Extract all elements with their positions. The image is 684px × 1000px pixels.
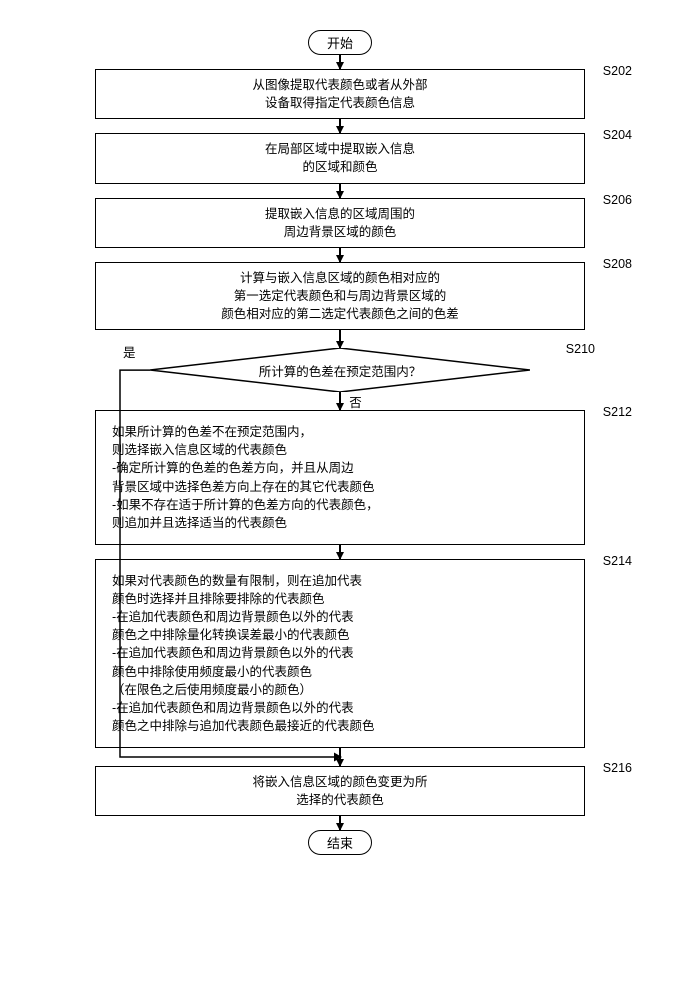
arrow [339, 748, 341, 766]
arrow [339, 545, 341, 559]
step-text-line: 如果所计算的色差不在预定范围内， [112, 423, 568, 441]
flowchart: 开始 S202 从图像提取代表颜色或者从外部 设备取得指定代表颜色信息 S204… [40, 30, 640, 855]
end-terminator: 结束 [308, 830, 372, 855]
step-id: S212 [603, 403, 632, 421]
step-text-line: 则追加并且选择适当的代表颜色 [112, 514, 568, 532]
step-id: S204 [603, 126, 632, 144]
step-text: 周边背景区域的颜色 [284, 225, 397, 239]
step-id: S216 [603, 759, 632, 777]
decision-s210: S210 是 所计算的色差在预定范围内？ [95, 348, 585, 392]
yes-label: 是 [123, 342, 136, 361]
step-s208: S208 计算与嵌入信息区域的颜色相对应的 第一选定代表颜色和与周边背景区域的 … [95, 262, 585, 330]
step-s214: S214 如果对代表颜色的数量有限制，则在追加代表 颜色时选择并且排除要排除的代… [95, 559, 585, 748]
step-text: 第一选定代表颜色和与周边背景区域的 [234, 289, 447, 303]
arrow [339, 392, 341, 410]
step-s206: S206 提取嵌入信息的区域周围的 周边背景区域的颜色 [95, 198, 585, 248]
flowchart-container: 开始 S202 从图像提取代表颜色或者从外部 设备取得指定代表颜色信息 S204… [40, 30, 640, 855]
step-text-line: 颜色之中排除量化转换误差最小的代表颜色 [112, 626, 568, 644]
step-s216: S216 将嵌入信息区域的颜色变更为所 选择的代表颜色 [95, 766, 585, 816]
step-id: S214 [603, 552, 632, 570]
arrow [339, 184, 341, 198]
step-text: 将嵌入信息区域的颜色变更为所 [252, 775, 427, 789]
no-label: 否 [349, 392, 362, 411]
step-text-line: -在追加代表颜色和周边背景颜色以外的代表 [112, 608, 568, 626]
step-text: 设备取得指定代表颜色信息 [265, 96, 415, 110]
step-s202: S202 从图像提取代表颜色或者从外部 设备取得指定代表颜色信息 [95, 69, 585, 119]
step-text-line: 颜色中排除使用频度最小的代表颜色 [112, 663, 568, 681]
decision-text: 所计算的色差在预定范围内？ [150, 348, 530, 392]
step-id: S202 [603, 62, 632, 80]
arrow [339, 119, 341, 133]
arrow [339, 248, 341, 262]
step-id: S206 [603, 191, 632, 209]
step-text-line: -如果不存在适于所计算的色差方向的代表颜色， [112, 496, 568, 514]
arrow [339, 330, 341, 348]
step-s204: S204 在局部区域中提取嵌入信息 的区域和颜色 [95, 133, 585, 183]
arrow [339, 816, 341, 830]
step-text: 从图像提取代表颜色或者从外部 [252, 78, 427, 92]
step-text-line: -在追加代表颜色和周边背景颜色以外的代表 [112, 644, 568, 662]
step-text-line: 如果对代表颜色的数量有限制，则在追加代表 [112, 572, 568, 590]
step-text-line: 则选择嵌入信息区域的代表颜色 [112, 441, 568, 459]
step-text: 在局部区域中提取嵌入信息 [265, 142, 415, 156]
step-text-line: -确定所计算的色差的色差方向，并且从周边 [112, 459, 568, 477]
step-text: 提取嵌入信息的区域周围的 [265, 207, 415, 221]
step-id: S210 [566, 342, 595, 356]
step-text-line: （在限色之后使用频度最小的颜色） [112, 681, 568, 699]
merge-point [339, 748, 341, 766]
step-id: S208 [603, 255, 632, 273]
step-text: 颜色相对应的第二选定代表颜色之间的色差 [221, 307, 459, 321]
step-text: 选择的代表颜色 [296, 793, 384, 807]
step-text-line: 背景区域中选择色差方向上存在的其它代表颜色 [112, 478, 568, 496]
step-text-line: 颜色之中排除与追加代表颜色最接近的代表颜色 [112, 717, 568, 735]
decision-diamond: 所计算的色差在预定范围内？ [150, 348, 530, 392]
step-text: 的区域和颜色 [302, 160, 377, 174]
step-s212: S212 如果所计算的色差不在预定范围内， 则选择嵌入信息区域的代表颜色 -确定… [95, 410, 585, 545]
start-terminator: 开始 [308, 30, 372, 55]
step-text-line: 颜色时选择并且排除要排除的代表颜色 [112, 590, 568, 608]
step-text: 计算与嵌入信息区域的颜色相对应的 [240, 271, 440, 285]
arrow [339, 55, 341, 69]
step-text-line: -在追加代表颜色和周边背景颜色以外的代表 [112, 699, 568, 717]
